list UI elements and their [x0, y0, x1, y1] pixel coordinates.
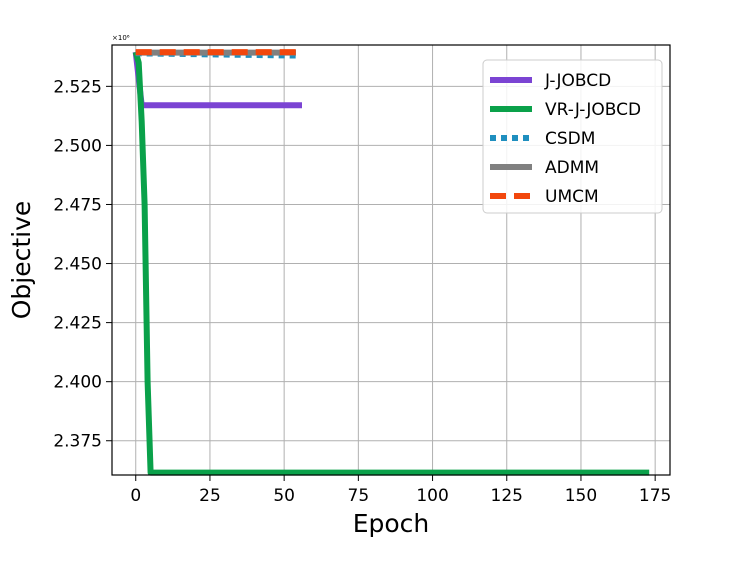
y-tick-label: 2.425 [53, 314, 102, 334]
legend-label-vr-j-jobcd: VR-J-JOBCD [545, 100, 641, 120]
legend-label-umcm: UMCM [545, 187, 599, 207]
legend-label-admm: ADMM [545, 158, 599, 178]
x-tick-label: 25 [199, 486, 221, 506]
plot-frame [111, 44, 671, 476]
y-tick-label: 2.375 [53, 432, 102, 452]
legend-label-csdm: CSDM [545, 129, 595, 149]
legend: J-JOBCD VR-J-JOBCD CSDM ADMM UMCM [482, 59, 663, 214]
series-line-vr-j-jobcd [132, 51, 650, 476]
x-axis-ticks: 0 25 50 75 100 125 150 175 [130, 475, 671, 506]
x-axis-label: Epoch [353, 509, 430, 538]
y-scale-label: ×10⁶ [112, 34, 130, 42]
x-tick-label: 75 [348, 486, 370, 506]
y-tick-label: 2.400 [53, 373, 102, 393]
y-axis-label: Objective [7, 201, 36, 320]
x-tick-label: 125 [491, 486, 523, 506]
x-tick-label: 100 [416, 486, 448, 506]
series-group [132, 49, 650, 476]
legend-box [482, 59, 663, 214]
y-axis-ticks: 2.375 2.400 2.425 2.450 2.475 2.500 2.525 [53, 77, 112, 452]
x-tick-label: 150 [565, 486, 597, 506]
y-tick-label: 2.500 [53, 136, 102, 156]
x-tick-label: 0 [130, 486, 141, 506]
y-tick-label: 2.525 [53, 77, 102, 97]
x-tick-label: 50 [273, 486, 295, 506]
x-tick-label: 175 [639, 486, 671, 506]
legend-label-j-jobcd: J-JOBCD [544, 71, 611, 91]
y-tick-label: 2.450 [53, 255, 102, 275]
y-tick-label: 2.475 [53, 195, 102, 215]
